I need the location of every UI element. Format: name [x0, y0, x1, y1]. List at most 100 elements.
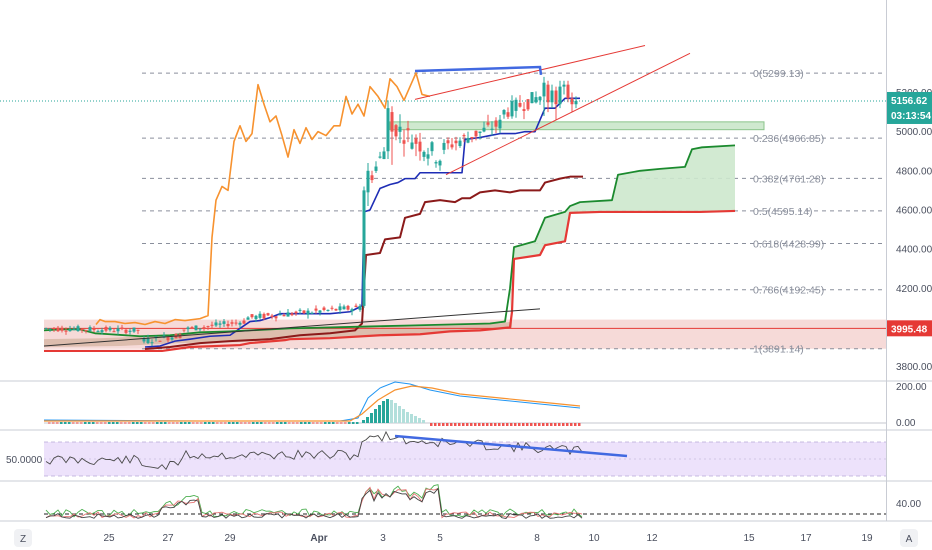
candle-body — [574, 100, 578, 105]
macd-hist-bar — [340, 422, 343, 424]
macd-hist-bar — [176, 422, 179, 424]
candle-body — [96, 331, 100, 333]
candle-body — [64, 330, 68, 332]
candle-body — [550, 90, 554, 103]
macd-hist-bar — [300, 422, 303, 424]
macd-hist-bar — [268, 422, 271, 424]
candle-body — [146, 338, 150, 344]
macd-hist-bar — [470, 423, 473, 426]
macd-hist-bar — [332, 422, 335, 424]
candle-body — [72, 328, 76, 330]
macd-hist-bar — [558, 423, 561, 426]
candle-body — [234, 322, 238, 324]
fib-label-0.618: 0.618(4428.99) — [753, 238, 824, 250]
stoch-tick-label: 40.00 — [896, 499, 921, 510]
macd-hist-bar — [386, 399, 389, 423]
macd-hist-bar — [370, 413, 373, 423]
macd-hist-bar — [52, 422, 55, 424]
macd-hist-bar — [248, 422, 251, 424]
fib-label-0.236: 0.236(4966.85) — [753, 133, 824, 145]
macd-hist-bar — [148, 422, 151, 424]
macd-signal-line — [44, 385, 581, 422]
candle-body — [370, 175, 374, 181]
candle-body — [554, 90, 558, 105]
macd-hist-bar — [108, 422, 111, 424]
macd-hist-bar — [112, 422, 115, 424]
macd-hist-bar — [410, 414, 413, 423]
candle-body — [410, 142, 414, 149]
macd-hist-bar — [280, 422, 283, 424]
candle-body — [518, 103, 522, 107]
candle-body — [422, 151, 426, 157]
date-label: 17 — [800, 533, 812, 544]
macd-hist-bar — [366, 417, 369, 423]
level-price-tag — [887, 320, 932, 337]
candle-body — [386, 108, 390, 152]
candle-body — [104, 326, 108, 331]
macd-hist-bar — [450, 423, 453, 426]
macd-hist-bar — [124, 422, 127, 424]
macd-hist-bar — [288, 422, 291, 424]
macd-hist-bar — [378, 405, 381, 423]
macd-hist-bar — [224, 422, 227, 424]
candle-body — [166, 337, 170, 341]
candle-body — [362, 190, 366, 306]
candle-body — [286, 312, 290, 317]
macd-hist-bar — [394, 403, 397, 423]
macd-hist-bar — [164, 422, 167, 424]
macd-hist-bar — [56, 422, 59, 424]
macd-hist-bar — [308, 422, 311, 424]
candle-body — [226, 323, 230, 327]
macd-hist-bar — [554, 423, 557, 426]
macd-hist-bar — [316, 422, 319, 424]
macd-hist-bar — [348, 422, 351, 424]
candle-body — [210, 324, 214, 326]
macd-hist-bar — [494, 423, 497, 426]
candle-body — [100, 330, 104, 333]
macd-hist-bar — [232, 422, 235, 424]
blue-top-line — [414, 65, 543, 76]
auto-scale-badge — [900, 529, 918, 547]
macd-hist-bar — [296, 422, 299, 424]
candle-body — [558, 86, 562, 105]
price-tick-label: 3800.00 — [896, 362, 932, 373]
macd-hist-bar — [304, 422, 307, 424]
candle-body — [254, 315, 258, 320]
candle-body — [562, 84, 566, 87]
candle-body — [346, 305, 350, 310]
macd-hist-bar — [104, 422, 107, 424]
wedge-upper-line — [414, 45, 646, 100]
fib-label-0.786: 0.786(4192.45) — [753, 285, 824, 297]
candle-body — [486, 122, 490, 125]
candle-body — [546, 84, 550, 103]
candle-body — [278, 314, 282, 316]
macd-hist-bar — [120, 422, 123, 424]
candle-body — [76, 326, 80, 332]
macd-hist-bar — [328, 422, 331, 424]
candle-body — [366, 170, 370, 193]
macd-hist-bar — [208, 422, 211, 424]
macd-hist-bar — [438, 423, 441, 426]
macd-hist-bar — [344, 422, 347, 424]
macd-hist-bar — [510, 423, 513, 426]
rsi-line — [45, 430, 583, 471]
candle-body — [124, 329, 128, 333]
macd-hist-bar — [144, 422, 147, 424]
macd-hist-bar — [382, 401, 385, 423]
macd-hist-bar — [60, 422, 63, 424]
macd-hist-bar — [418, 418, 421, 423]
macd-hist-bar — [276, 422, 279, 424]
candle-body — [274, 316, 278, 319]
macd-hist-bar — [100, 422, 103, 424]
macd-hist-bar — [526, 423, 529, 426]
candle-body — [382, 151, 386, 160]
macd-hist-bar — [188, 422, 191, 424]
macd-hist-bar — [502, 423, 505, 426]
candle-body — [302, 310, 306, 314]
candle-body — [56, 327, 60, 332]
candle-body — [566, 84, 570, 99]
candle-body — [112, 331, 116, 333]
candle-body — [170, 337, 174, 340]
macd-hist-bar — [68, 422, 71, 424]
